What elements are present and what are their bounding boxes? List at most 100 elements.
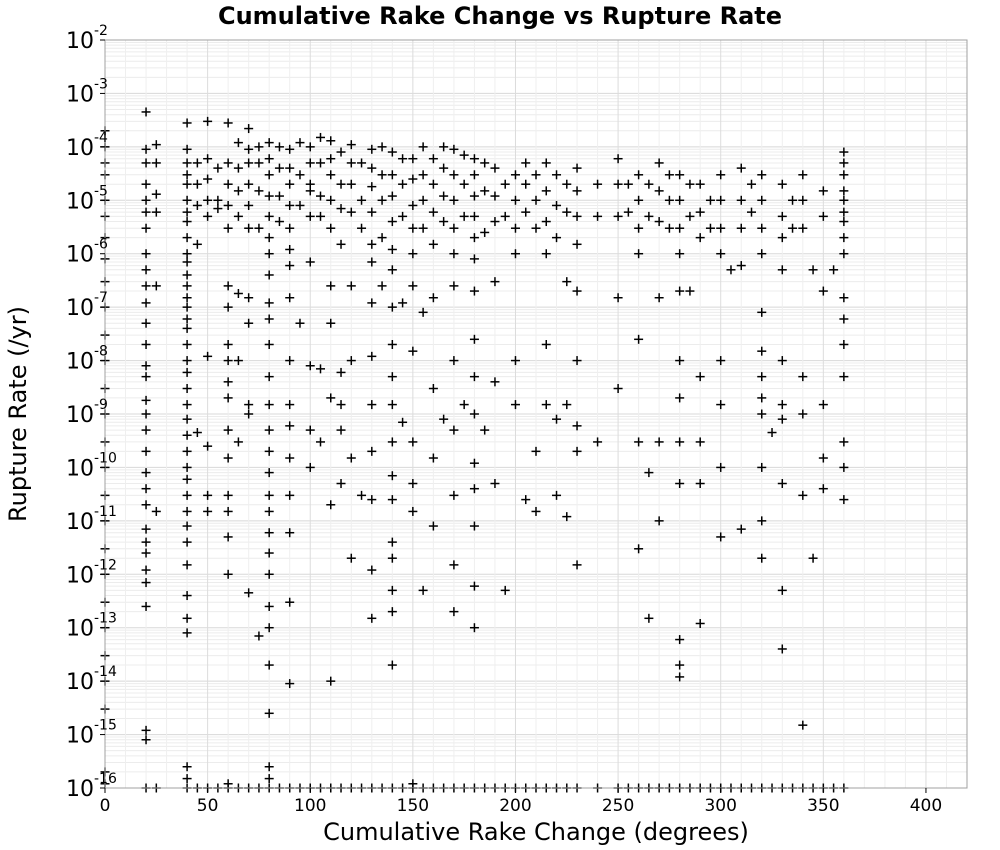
data-point <box>408 437 418 447</box>
data-point <box>521 179 531 189</box>
data-point <box>182 281 192 291</box>
data-point <box>552 200 562 210</box>
data-point <box>490 163 500 173</box>
data-point <box>449 223 459 233</box>
data-point <box>634 170 644 180</box>
data-point <box>818 453 828 463</box>
y-tick-label: 10-12 <box>66 557 117 588</box>
data-point <box>798 490 808 500</box>
x-tick-label: 150 <box>397 796 429 816</box>
data-point <box>695 179 705 189</box>
data-point <box>428 207 438 217</box>
data-point <box>357 195 367 205</box>
data-point <box>644 613 654 623</box>
data-point <box>418 585 428 595</box>
y-tick-label: 10-11 <box>66 504 117 535</box>
data-point <box>336 147 346 157</box>
data-point <box>223 356 233 366</box>
data-point <box>367 257 377 267</box>
data-point <box>367 400 377 410</box>
y-tick-label: 10-5 <box>66 183 108 214</box>
data-point <box>182 302 192 312</box>
data-point <box>295 170 305 180</box>
data-point <box>367 239 377 249</box>
y-tick-base: 10 <box>66 29 94 54</box>
data-point <box>675 195 685 205</box>
data-point <box>387 660 397 670</box>
data-point <box>357 490 367 500</box>
data-point <box>274 163 284 173</box>
data-point <box>316 191 325 201</box>
data-point <box>695 372 705 382</box>
data-point <box>182 762 192 772</box>
data-point <box>151 207 161 217</box>
data-point <box>644 211 654 221</box>
data-point <box>839 147 849 157</box>
data-point <box>408 346 418 356</box>
data-point <box>223 453 233 463</box>
data-point <box>593 437 603 447</box>
data-point <box>203 351 213 361</box>
data-point <box>203 116 213 126</box>
data-point <box>736 163 746 173</box>
data-point <box>716 249 726 259</box>
data-point <box>716 223 726 233</box>
data-point <box>398 211 408 221</box>
data-point <box>490 479 500 489</box>
data-point <box>418 195 428 205</box>
x-tick-label: 200 <box>499 796 531 816</box>
data-point <box>357 223 367 233</box>
data-point <box>839 314 849 324</box>
data-point <box>182 430 192 440</box>
y-tick-exponent: -2 <box>94 23 108 39</box>
data-point <box>182 521 192 531</box>
data-point <box>675 479 685 489</box>
y-tick-exponent: -9 <box>94 397 108 413</box>
data-point <box>285 244 295 254</box>
data-point <box>141 524 151 534</box>
data-point <box>151 140 161 150</box>
data-point <box>316 211 325 221</box>
data-point <box>264 339 274 349</box>
data-point <box>675 223 685 233</box>
y-tick-exponent: -16 <box>94 771 117 787</box>
data-point <box>182 414 192 424</box>
data-point <box>377 195 387 205</box>
data-point <box>623 207 633 217</box>
data-point <box>367 565 377 575</box>
data-point <box>839 437 849 447</box>
data-point <box>510 223 520 233</box>
data-point <box>449 144 459 154</box>
data-point <box>141 107 151 117</box>
data-point <box>182 400 192 410</box>
data-point <box>285 528 295 538</box>
data-point <box>244 318 254 328</box>
data-point <box>705 195 715 205</box>
data-point <box>141 484 151 494</box>
data-point <box>244 588 254 598</box>
data-point <box>274 142 284 152</box>
data-point <box>562 512 572 522</box>
data-point <box>223 506 233 516</box>
y-tick-base: 10 <box>66 82 94 107</box>
data-point <box>244 400 254 410</box>
data-point <box>285 453 295 463</box>
data-point <box>572 286 582 296</box>
data-point <box>695 479 705 489</box>
data-point <box>141 735 151 745</box>
data-point <box>264 548 274 558</box>
data-point <box>254 158 264 168</box>
data-point <box>151 189 161 199</box>
data-point <box>182 158 192 168</box>
data-point <box>192 200 202 210</box>
data-point <box>285 490 295 500</box>
y-tick-base: 10 <box>66 777 94 802</box>
data-point <box>264 400 274 410</box>
data-point <box>757 170 767 180</box>
data-point <box>305 211 315 221</box>
data-point <box>449 490 459 500</box>
data-point <box>449 607 459 617</box>
data-point <box>777 179 787 189</box>
data-point <box>552 414 562 424</box>
data-point <box>326 393 336 403</box>
